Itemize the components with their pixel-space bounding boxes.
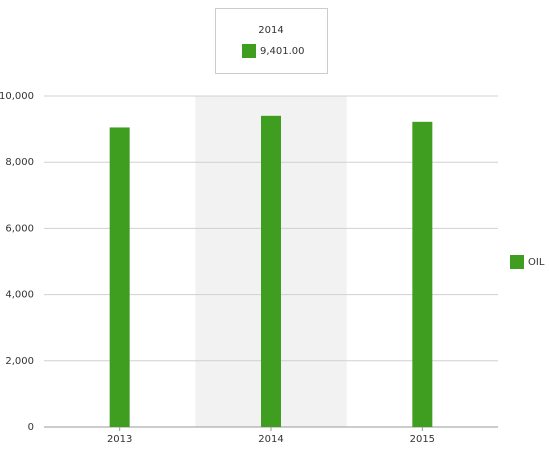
- y-tick-label: 6,000: [5, 223, 34, 234]
- x-tick-label: 2015: [410, 434, 435, 445]
- y-tick-label: 10,000: [0, 91, 34, 102]
- tooltip-box: [215, 8, 328, 74]
- tooltip-title: 2014: [258, 25, 283, 36]
- x-tick-label: 2014: [258, 434, 283, 445]
- legend-label: OIL: [528, 257, 545, 268]
- bar: [109, 127, 130, 427]
- bar: [412, 121, 433, 428]
- tooltip-value: 9,401.00: [260, 46, 305, 57]
- bar: [261, 115, 281, 427]
- legend-swatch: [510, 255, 524, 269]
- y-tick-label: 8,000: [5, 157, 34, 168]
- tooltip-swatch: [242, 44, 256, 58]
- y-tick-label: 4,000: [5, 290, 34, 301]
- x-tick-label: 2013: [107, 434, 132, 445]
- y-tick-label: 2,000: [5, 356, 34, 367]
- y-tick-label: 0: [28, 422, 34, 433]
